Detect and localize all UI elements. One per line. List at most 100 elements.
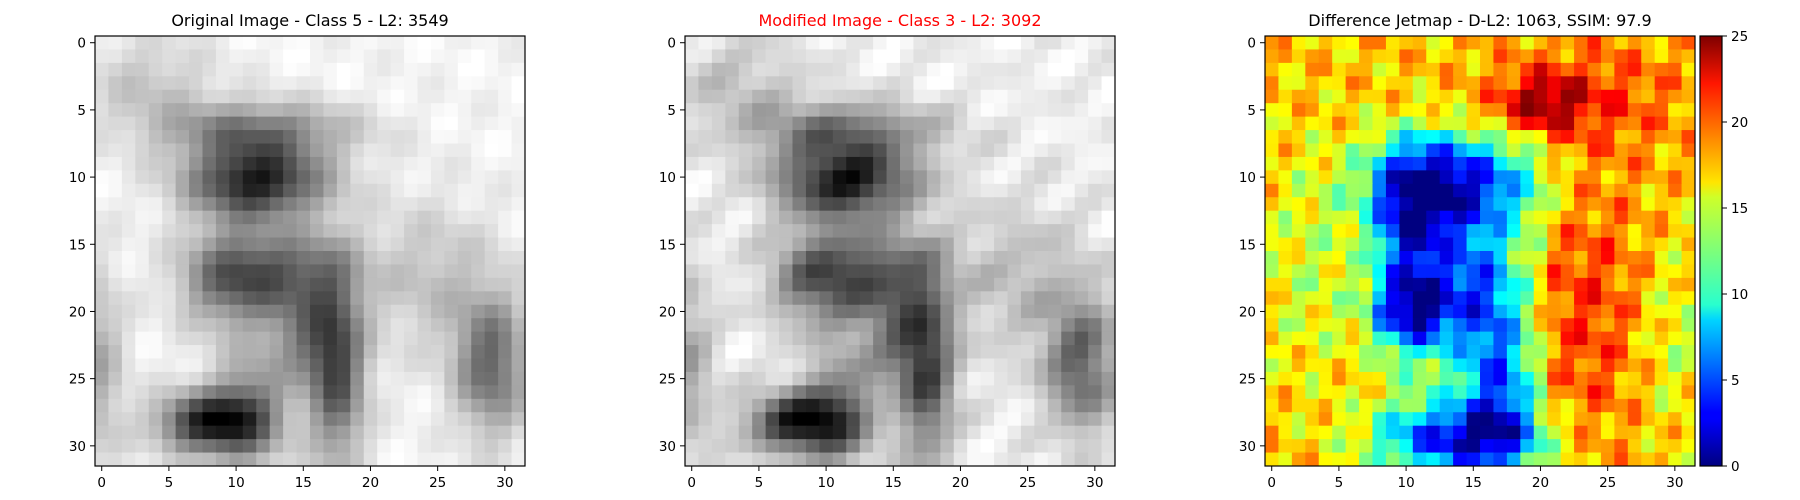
heatmap-cell bbox=[967, 116, 982, 131]
heatmap-cell bbox=[980, 345, 995, 360]
heatmap-cell bbox=[1547, 76, 1562, 91]
heatmap-cell bbox=[1587, 277, 1602, 292]
heatmap-cell bbox=[1007, 425, 1022, 440]
heatmap-cell bbox=[390, 143, 405, 158]
heatmap-cell bbox=[805, 425, 820, 440]
heatmap-cell bbox=[1439, 251, 1454, 265]
heatmap-cell bbox=[832, 304, 847, 319]
heatmap-cell bbox=[980, 371, 995, 386]
heatmap-cell bbox=[1668, 358, 1683, 373]
heatmap-cell bbox=[229, 143, 244, 158]
heatmap-cell bbox=[1278, 251, 1293, 265]
heatmap-cell bbox=[269, 36, 284, 50]
heatmap-cell bbox=[765, 277, 780, 292]
heatmap-cell bbox=[135, 277, 150, 292]
heatmap-cell bbox=[444, 439, 459, 454]
heatmap-cell bbox=[1412, 170, 1427, 185]
heatmap-cell bbox=[377, 304, 392, 319]
heatmap-cell bbox=[148, 385, 163, 400]
heatmap-cell bbox=[1412, 425, 1427, 440]
heatmap-cell bbox=[792, 331, 807, 346]
heatmap-cell bbox=[886, 210, 901, 225]
heatmap-cell bbox=[1614, 452, 1629, 467]
heatmap-cell bbox=[1047, 398, 1062, 413]
heatmap-cell bbox=[162, 331, 177, 346]
heatmap-cell bbox=[1654, 345, 1669, 360]
heatmap-cell bbox=[873, 76, 888, 91]
heatmap-cell bbox=[886, 398, 901, 413]
heatmap-cell bbox=[1681, 36, 1696, 50]
heatmap-cell bbox=[1560, 304, 1575, 319]
heatmap-cell bbox=[310, 371, 324, 386]
heatmap-cell bbox=[162, 103, 177, 118]
heatmap-cell bbox=[1654, 156, 1669, 171]
heatmap-cell bbox=[229, 197, 244, 212]
heatmap-cell bbox=[1480, 224, 1494, 239]
y-tick-label: 10 bbox=[69, 170, 86, 186]
heatmap-cell bbox=[430, 49, 445, 64]
heatmap-cell bbox=[269, 358, 284, 373]
heatmap-cell bbox=[1560, 358, 1575, 373]
heatmap-cell bbox=[1654, 425, 1669, 440]
heatmap-cell bbox=[390, 237, 405, 252]
heatmap-cell bbox=[738, 291, 753, 306]
heatmap-cell bbox=[1480, 304, 1494, 319]
heatmap-cell bbox=[162, 425, 177, 440]
heatmap-cell bbox=[1668, 103, 1683, 118]
heatmap-cell bbox=[1574, 264, 1589, 279]
heatmap-cell bbox=[471, 197, 486, 212]
heatmap-cell bbox=[832, 425, 847, 440]
heatmap-cell bbox=[1587, 103, 1602, 118]
heatmap-cell bbox=[1587, 385, 1602, 400]
heatmap-cell bbox=[256, 385, 271, 400]
heatmap-cell bbox=[148, 251, 163, 265]
heatmap-cell bbox=[350, 210, 365, 225]
heatmap-cell bbox=[242, 439, 257, 454]
heatmap-difference bbox=[1265, 36, 1696, 467]
heatmap-cell bbox=[1654, 331, 1669, 346]
heatmap-cell bbox=[1047, 358, 1062, 373]
heatmap-cell bbox=[1668, 36, 1683, 50]
heatmap-cell bbox=[1587, 425, 1602, 440]
heatmap-cell bbox=[1654, 224, 1669, 239]
heatmap-cell bbox=[202, 197, 217, 212]
heatmap-cell bbox=[404, 130, 419, 145]
heatmap-cell bbox=[1533, 251, 1548, 265]
heatmap-cell bbox=[900, 331, 914, 346]
colorbar-tick-label: 25 bbox=[1731, 29, 1748, 45]
heatmap-cell bbox=[189, 224, 204, 239]
heatmap-cell bbox=[215, 291, 230, 306]
heatmap-cell bbox=[846, 358, 861, 373]
heatmap-cell bbox=[1560, 156, 1575, 171]
heatmap-cell bbox=[765, 264, 780, 279]
heatmap-cell bbox=[296, 197, 311, 212]
heatmap-cell bbox=[1614, 156, 1629, 171]
heatmap-cell bbox=[1399, 358, 1414, 373]
heatmap-cell bbox=[336, 398, 351, 413]
heatmap-cell bbox=[1020, 371, 1035, 386]
heatmap-cell bbox=[417, 156, 432, 171]
heatmap-cell bbox=[1074, 385, 1089, 400]
heatmap-cell bbox=[1547, 345, 1562, 360]
heatmap-cell bbox=[404, 304, 419, 319]
x-tick-label: 10 bbox=[818, 475, 835, 491]
heatmap-cell bbox=[1074, 89, 1089, 104]
heatmap-cell bbox=[471, 358, 486, 373]
heatmap-cell bbox=[738, 439, 753, 454]
heatmap-cell bbox=[805, 345, 820, 360]
heatmap-cell bbox=[779, 439, 794, 454]
heatmap-cell bbox=[1291, 237, 1306, 252]
heatmap-cell bbox=[95, 183, 109, 198]
heatmap-cell bbox=[498, 398, 513, 413]
heatmap-cell bbox=[484, 304, 499, 319]
heatmap-cell bbox=[269, 183, 284, 198]
heatmap-cell bbox=[765, 103, 780, 118]
heatmap-cell bbox=[1654, 291, 1669, 306]
heatmap-cell bbox=[1074, 358, 1089, 373]
heatmap-cell bbox=[900, 224, 914, 239]
heatmap-cell bbox=[1641, 452, 1656, 467]
heatmap-cell bbox=[256, 398, 271, 413]
heatmap-cell bbox=[323, 412, 338, 427]
heatmap-cell bbox=[953, 116, 968, 131]
heatmap-cell bbox=[1506, 371, 1521, 386]
